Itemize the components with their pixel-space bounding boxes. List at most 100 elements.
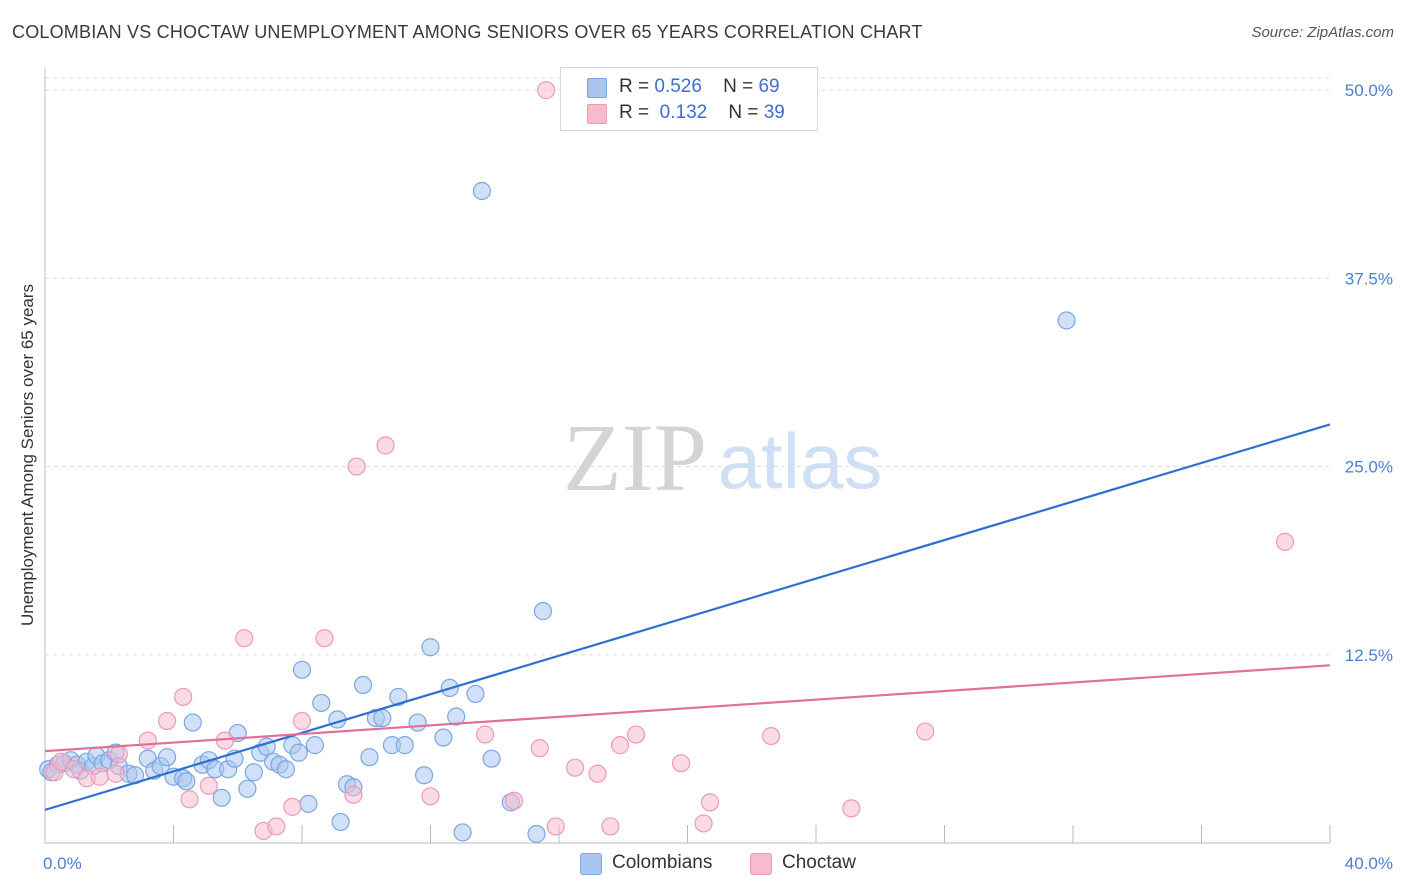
point-colombians: [1057, 311, 1076, 330]
point-colombians: [212, 788, 231, 807]
point-colombians: [395, 736, 414, 755]
point-choctaw: [761, 726, 781, 746]
point-choctaw: [565, 758, 585, 777]
legend-n-label: N =: [723, 76, 754, 97]
point-choctaw: [610, 736, 630, 755]
point-choctaw: [537, 81, 556, 100]
point-colombians: [244, 763, 263, 782]
bottom-label-colombians: Colombians: [612, 852, 713, 873]
point-colombians: [299, 794, 318, 813]
point-colombians: [389, 687, 408, 707]
point-choctaw: [315, 629, 334, 648]
point-colombians: [527, 824, 546, 844]
axes-layer: [44, 68, 1331, 844]
point-colombians: [447, 707, 466, 726]
point-colombians: [289, 743, 308, 762]
chart-title: COLOMBIAN VS CHOCTAW UNEMPLOYMENT AMONG …: [12, 22, 923, 42]
source-label: Source: ZipAtlas.com: [1251, 24, 1394, 41]
point-choctaw: [174, 687, 193, 707]
watermark: ZIP atlas: [563, 404, 882, 511]
point-choctaw: [199, 776, 218, 795]
point-colombians: [434, 728, 453, 747]
point-colombians: [353, 675, 373, 694]
point-colombians: [373, 708, 392, 728]
bottom-swatch-colombians: [580, 853, 602, 875]
point-colombians: [292, 660, 312, 679]
point-colombians: [453, 823, 472, 842]
legend-r-value-choctaw: 0.132: [659, 102, 708, 123]
point-colombians: [482, 749, 501, 768]
point-choctaw: [588, 764, 607, 783]
point-choctaw: [842, 799, 861, 818]
point-colombians: [472, 181, 491, 201]
point-colombians: [360, 748, 379, 767]
point-choctaw: [421, 787, 440, 806]
point-colombians: [533, 602, 553, 621]
point-choctaw: [700, 793, 720, 812]
point-choctaw: [180, 790, 199, 809]
point-colombians: [312, 693, 331, 713]
x-tick-label: 0.0%: [43, 854, 82, 873]
point-choctaw: [267, 817, 286, 836]
point-colombians: [157, 748, 177, 767]
bottom-swatch-choctaw: [750, 853, 772, 875]
point-choctaw: [347, 457, 366, 476]
point-choctaw: [601, 817, 620, 836]
point-choctaw: [376, 436, 395, 455]
point-choctaw: [292, 711, 312, 731]
y-axis-label: Unemployment Among Seniors over 65 years: [18, 283, 37, 627]
x-tick-label: 40.0%: [1345, 854, 1393, 873]
point-choctaw: [157, 711, 177, 731]
point-colombians: [466, 684, 485, 704]
point-choctaw: [530, 739, 549, 758]
correlation-legend: R = 0.526 N = 69 R = 0.132 N = 39: [560, 67, 818, 131]
legend-r-value-colombians: 0.526: [654, 76, 702, 97]
watermark-atlas: atlas: [718, 417, 883, 505]
point-choctaw: [626, 725, 646, 744]
grid-layer: [45, 77, 1330, 656]
point-choctaw: [671, 754, 691, 773]
point-colombians: [276, 760, 296, 779]
point-choctaw: [235, 629, 254, 648]
point-choctaw: [546, 817, 565, 836]
legend-text-colombians: R = 0.526 N = 69: [619, 76, 780, 98]
point-colombians: [331, 812, 350, 832]
bottom-label-choctaw: Choctaw: [782, 852, 856, 873]
y-tick-label: 37.5%: [1345, 269, 1393, 288]
points-layer: [39, 81, 1295, 844]
point-choctaw: [504, 791, 524, 810]
point-colombians: [305, 736, 324, 755]
ticks-layer: 12.5% 25.0% 37.5% 50.0% 0.0% 40.0%: [43, 81, 1393, 873]
legend-text-choctaw: R = 0.132 N = 39: [619, 102, 785, 124]
point-colombians: [177, 772, 196, 791]
trendline-colombians: [44, 423, 1331, 811]
legend-n-value-colombians: 69: [758, 76, 780, 97]
point-choctaw: [109, 745, 128, 764]
trendline-choctaw: [44, 664, 1331, 753]
legend-n-value-choctaw: 39: [763, 102, 785, 123]
point-choctaw: [344, 785, 363, 804]
legend-r-label: R =: [619, 76, 650, 97]
point-choctaw: [694, 814, 713, 833]
watermark-zip: ZIP: [563, 404, 707, 511]
point-colombians: [421, 638, 440, 657]
point-choctaw: [916, 722, 935, 741]
point-choctaw: [106, 764, 125, 783]
legend-swatch-choctaw: [587, 104, 607, 124]
point-choctaw: [64, 760, 84, 779]
point-colombians: [238, 779, 257, 798]
point-choctaw: [1275, 532, 1295, 551]
point-colombians: [408, 713, 427, 732]
trend-layer: [44, 423, 1331, 811]
y-tick-label: 12.5%: [1345, 646, 1393, 665]
point-choctaw: [90, 767, 109, 786]
point-choctaw: [476, 725, 495, 744]
point-colombians: [414, 766, 434, 785]
legend-r-label: R =: [619, 102, 650, 123]
legend-swatch-colombians: [587, 78, 607, 98]
point-choctaw: [283, 797, 302, 816]
legend-n-label: N =: [728, 102, 759, 123]
y-tick-label: 50.0%: [1345, 81, 1393, 100]
y-tick-label: 25.0%: [1345, 458, 1393, 477]
